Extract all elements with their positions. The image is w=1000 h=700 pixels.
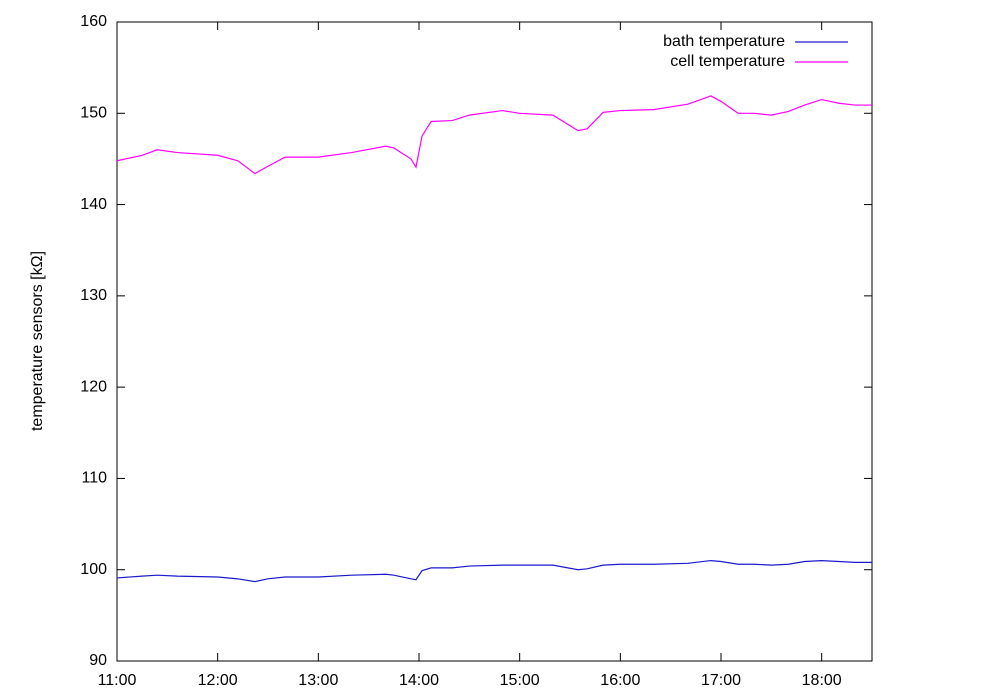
- legend-label: bath temperature: [663, 33, 785, 50]
- y-tick-label: 110: [81, 470, 107, 487]
- x-tick-label: 12:00: [198, 672, 238, 689]
- y-tick-label: 150: [80, 105, 107, 122]
- y-tick-label: 140: [80, 196, 107, 213]
- x-tick-label: 11:00: [98, 672, 137, 689]
- y-tick-label: 160: [80, 13, 107, 30]
- x-tick-label: 16:00: [600, 672, 640, 689]
- plot-frame: [116, 21, 873, 662]
- series-line: [116, 95, 872, 175]
- x-tick-label: 13:00: [298, 672, 338, 689]
- y-tick-label: 90: [89, 652, 107, 669]
- x-tick-label: 18:00: [802, 672, 842, 689]
- y-tick-label: 100: [80, 561, 107, 578]
- y-axis-label: temperature sensors [kΩ]: [29, 251, 46, 431]
- x-tick-label: 15:00: [500, 672, 540, 689]
- x-tick-label: 14:00: [399, 672, 439, 689]
- x-tick-label: 17:00: [701, 672, 741, 689]
- y-tick-label: 130: [80, 287, 107, 304]
- legend-label: cell temperature: [670, 53, 785, 70]
- y-tick-label: 120: [80, 378, 107, 395]
- series-line: [116, 559, 872, 583]
